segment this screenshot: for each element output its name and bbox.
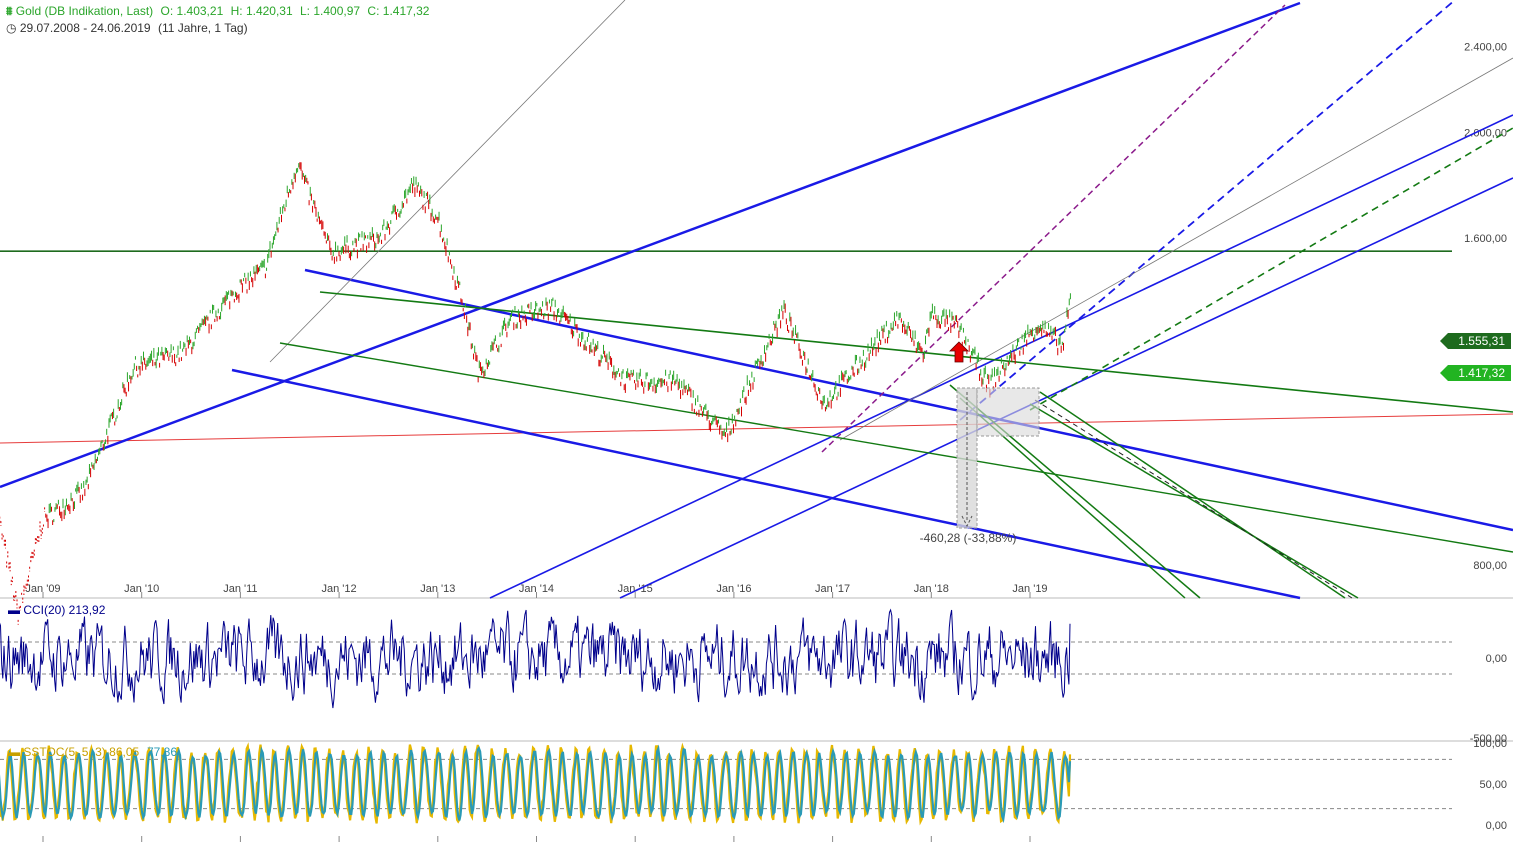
- clock-icon: ◷: [6, 21, 17, 35]
- x-tick-label: Jan '17: [815, 583, 850, 595]
- green-trendline[interactable]: [279, 342, 1513, 553]
- stoch-title: ▬ SSTOC(5, 5, 3) 86,05: [8, 745, 139, 759]
- blue-trendline[interactable]: [231, 368, 1301, 600]
- low-value: 1.400,97: [313, 4, 361, 18]
- y-tick-label: 2.400,00: [1464, 41, 1507, 53]
- period: (11 Jahre, 1 Tag): [157, 21, 248, 35]
- last-price-tag[interactable]: 1.417,32: [1440, 365, 1511, 381]
- stoch-tick-label: 0,00: [1486, 820, 1507, 832]
- y-tick-label: 1.600,00: [1464, 233, 1507, 245]
- blue-dashed-trendline[interactable]: [959, 0, 1456, 421]
- green-dashed-trendline[interactable]: [1029, 127, 1513, 411]
- gray-trendline[interactable]: [839, 57, 1513, 441]
- green-trendline[interactable]: [1029, 403, 1359, 599]
- high-label: H:: [230, 4, 243, 18]
- instrument-header: ⩩ Gold (DB Indikation, Last) O: 1.403,21…: [6, 4, 429, 19]
- x-tick-label: Jan '10: [124, 583, 159, 595]
- stoch-d-value: 77,86: [147, 745, 177, 759]
- cci-line: [0, 608, 1071, 709]
- up-arrow-icon[interactable]: [949, 341, 969, 363]
- purple-dashed-trendline[interactable]: [821, 4, 1286, 453]
- date-range: 29.07.2008 - 24.06.2019: [19, 21, 151, 35]
- black-dashed-trendline[interactable]: [1034, 399, 1353, 599]
- x-tick-label: Jan '09: [25, 583, 60, 595]
- cci-tick-label: -500,00: [1470, 733, 1507, 745]
- red-trendline[interactable]: [0, 413, 1513, 444]
- stoch-tick-label: 100,00: [1473, 738, 1507, 750]
- x-tick-label: Jan '11: [223, 583, 257, 595]
- open-label: O:: [160, 4, 174, 18]
- cci-title: ▬ CCI(20) 213,92: [8, 603, 106, 617]
- x-tick-label: Jan '16: [716, 583, 751, 595]
- drawdown-arrow: [961, 392, 973, 528]
- open-value: 1.403,21: [176, 4, 224, 18]
- stoch-d-line: [0, 744, 1072, 824]
- y-tick-label: 800,00: [1473, 560, 1507, 572]
- x-tick-label: Jan '14: [519, 583, 554, 595]
- high-value: 1.420,31: [245, 4, 293, 18]
- range-header: ◷ 29.07.2008 - 24.06.2019 (11 Jahre, 1 T…: [6, 21, 248, 35]
- candle-chart-icon: ⩩: [6, 4, 13, 18]
- stoch-tick-label: 50,00: [1479, 779, 1507, 791]
- x-tick-label: Jan '19: [1012, 583, 1047, 595]
- x-tick-label: Jan '13: [420, 583, 455, 595]
- price-bars: [0, 162, 1071, 625]
- low-label: L:: [300, 4, 311, 18]
- close-label: C:: [367, 4, 380, 18]
- close-value: 1.417,32: [382, 4, 430, 18]
- cci-tick-label: 0,00: [1486, 653, 1507, 665]
- gray-trendline[interactable]: [269, 0, 626, 363]
- drawdown-label: -460,28 (-33,88%): [920, 531, 1017, 545]
- green-trendline[interactable]: [1039, 391, 1346, 599]
- blue-trendline[interactable]: [0, 1, 1301, 489]
- drawdown-box[interactable]: [976, 387, 1040, 437]
- instrument-title: Gold (DB Indikation, Last): [15, 4, 154, 18]
- blue-trendline[interactable]: [489, 114, 1513, 599]
- y-tick-label: 2.000,00: [1464, 127, 1507, 139]
- horizontal-line-price-tag[interactable]: 1.555,31: [1440, 333, 1511, 349]
- x-tick-label: Jan '18: [914, 583, 949, 595]
- x-tick-label: Jan '12: [322, 583, 357, 595]
